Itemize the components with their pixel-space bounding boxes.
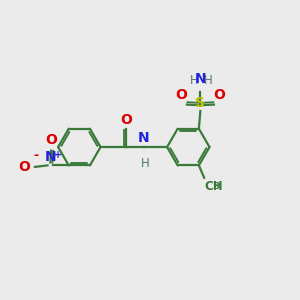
Text: N: N	[195, 72, 207, 86]
Text: O: O	[45, 133, 57, 147]
Text: +: +	[54, 150, 62, 160]
Text: H: H	[204, 74, 212, 88]
Text: 3: 3	[213, 182, 219, 191]
Text: O: O	[176, 88, 188, 102]
Text: S: S	[195, 96, 205, 110]
Text: N: N	[45, 150, 56, 164]
Text: N: N	[138, 131, 150, 145]
Text: H: H	[190, 74, 198, 88]
Text: -: -	[34, 148, 39, 162]
Text: CH: CH	[205, 180, 224, 193]
Text: O: O	[120, 113, 132, 127]
Text: H: H	[141, 158, 150, 170]
Text: O: O	[213, 88, 225, 102]
Text: O: O	[18, 160, 30, 174]
